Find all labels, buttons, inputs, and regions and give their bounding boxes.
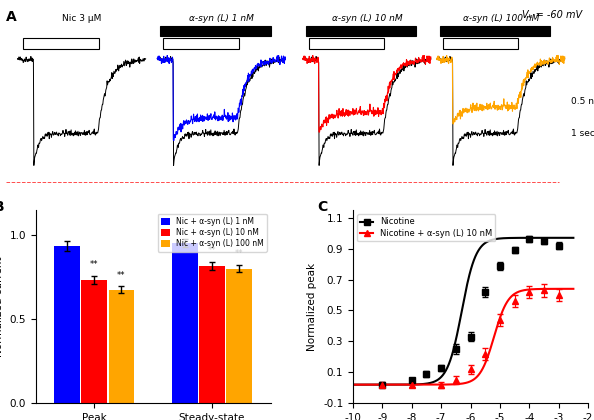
Legend: Nicotine, Nicotine + α-syn (L) 10 nM: Nicotine, Nicotine + α-syn (L) 10 nM [357,214,495,242]
Bar [440,26,550,37]
Bar [226,269,252,403]
Bar [163,38,239,49]
Bar [109,290,134,403]
Text: **: ** [90,260,99,269]
Bar [23,38,99,49]
Text: **: ** [208,247,216,255]
Text: α-syn (L) 10 nM: α-syn (L) 10 nM [331,14,402,23]
Y-axis label: Normalized peak: Normalized peak [308,262,317,351]
Text: A: A [6,10,17,24]
Bar [172,243,198,403]
Text: 1 sec: 1 sec [571,129,594,139]
Text: Vₕ = -60 mV: Vₕ = -60 mV [522,10,582,20]
Bar [443,38,518,49]
Text: B: B [0,200,4,214]
Y-axis label: Normalized current: Normalized current [0,256,4,357]
Bar [309,38,384,49]
Text: **: ** [117,271,126,280]
Text: 0.5 nA: 0.5 nA [571,97,594,106]
Bar [81,280,108,403]
Bar [306,26,416,37]
Text: **: ** [235,249,243,258]
Bar [199,266,225,403]
Text: C: C [318,200,328,214]
Legend: Nic + α-syn (L) 1 nM, Nic + α-syn (L) 10 nM, Nic + α-syn (L) 100 nM: Nic + α-syn (L) 1 nM, Nic + α-syn (L) 10… [158,214,267,252]
Bar [160,26,271,37]
Bar [55,246,80,403]
Text: Nic 3 μM: Nic 3 μM [62,14,102,23]
Text: α-syn (L) 100 nM: α-syn (L) 100 nM [463,14,539,23]
Text: α-syn (L) 1 nM: α-syn (L) 1 nM [189,14,254,23]
